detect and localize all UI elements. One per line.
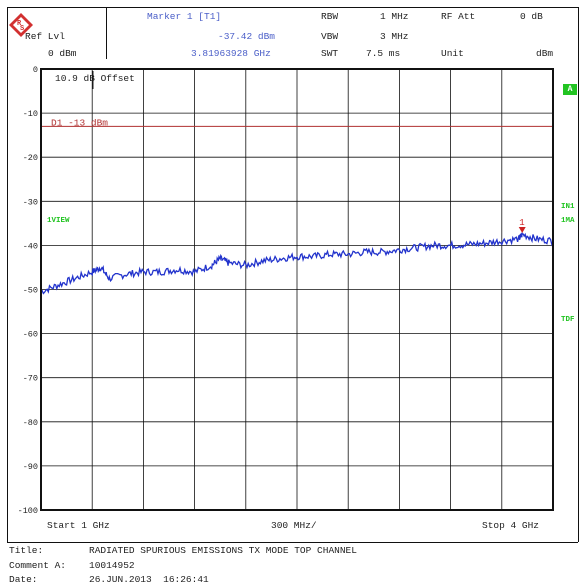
- y-tick-label: -100: [18, 506, 38, 516]
- y-tick-label: -50: [23, 286, 38, 296]
- plot-frame: [40, 68, 554, 511]
- marker-triangle: [518, 227, 526, 234]
- vbw-value: 3 MHz: [380, 31, 409, 42]
- trace-a-badge: A: [563, 84, 577, 95]
- stop-frequency: Stop 4 GHz: [482, 520, 540, 531]
- comment-value: 10014952: [89, 560, 135, 571]
- marker-title: Marker 1 [T1]: [147, 11, 222, 22]
- y-tick-labels: 0 -10 -20 -30 -40 -50 -60 -70 -80 -90 -100: [18, 65, 38, 516]
- svg-text:R: R: [17, 20, 22, 28]
- swt-value: 7.5 ms: [366, 48, 401, 59]
- y-tick-label: -90: [23, 462, 38, 472]
- start-frequency: Start 1 GHz: [47, 520, 110, 531]
- rohde-schwarz-logo-icon: R S: [9, 13, 33, 37]
- y-tick-label: -30: [23, 197, 38, 207]
- header-divider: [106, 7, 107, 59]
- title-label: Title:: [9, 545, 44, 556]
- grid-lines: [41, 69, 553, 510]
- trace-line: [40, 232, 554, 295]
- unit-value: dBm: [536, 48, 554, 59]
- vbw-label: VBW: [321, 31, 339, 42]
- limit-line-label: D1 -13 dBm: [51, 117, 108, 128]
- date-label: Date:: [9, 574, 38, 585]
- in1-label: IN1: [561, 203, 575, 211]
- y-tick-label: 0: [33, 65, 38, 75]
- offset-text: 10.9 dB Offset: [55, 73, 135, 84]
- rf-att-label: RF Att: [441, 11, 476, 22]
- marker-label: 1: [519, 218, 524, 228]
- y-tick-label: -40: [23, 241, 38, 251]
- swt-label: SWT: [321, 48, 339, 59]
- rf-att-value: 0 dB: [520, 11, 543, 22]
- screen-right-border: [578, 7, 579, 542]
- ref-lvl-label: Ref Lvl: [25, 31, 65, 42]
- comment-label: Comment A:: [9, 560, 67, 571]
- y-tick-label: -60: [23, 330, 38, 340]
- marker-level: -37.42 dBm: [218, 31, 276, 42]
- screen-bottom-border: [7, 542, 578, 543]
- y-tick-label: -20: [23, 153, 38, 163]
- span-per-division: 300 MHz/: [271, 520, 317, 531]
- y-tick-label: -10: [23, 109, 38, 119]
- rbw-value: 1 MHz: [380, 11, 409, 22]
- ref-lvl-value: 0 dBm: [48, 48, 77, 59]
- tdf-label: TDF: [561, 316, 575, 324]
- rbw-label: RBW: [321, 11, 339, 22]
- ma-label: 1MA: [561, 217, 575, 225]
- screen-left-border: [7, 7, 8, 542]
- svg-text:S: S: [20, 25, 24, 33]
- screen-top-border: [7, 7, 578, 8]
- y-tick-label: -70: [23, 374, 38, 384]
- date-value: 26.JUN.2013 16:26:41: [89, 574, 209, 585]
- unit-label: Unit: [441, 48, 464, 59]
- y-tick-label: -80: [23, 418, 38, 428]
- title-value: RADIATED SPURIOUS EMISSIONS TX MODE TOP …: [89, 545, 357, 556]
- view-label: 1VIEW: [47, 217, 70, 225]
- marker-frequency: 3.81963928 GHz: [191, 48, 271, 59]
